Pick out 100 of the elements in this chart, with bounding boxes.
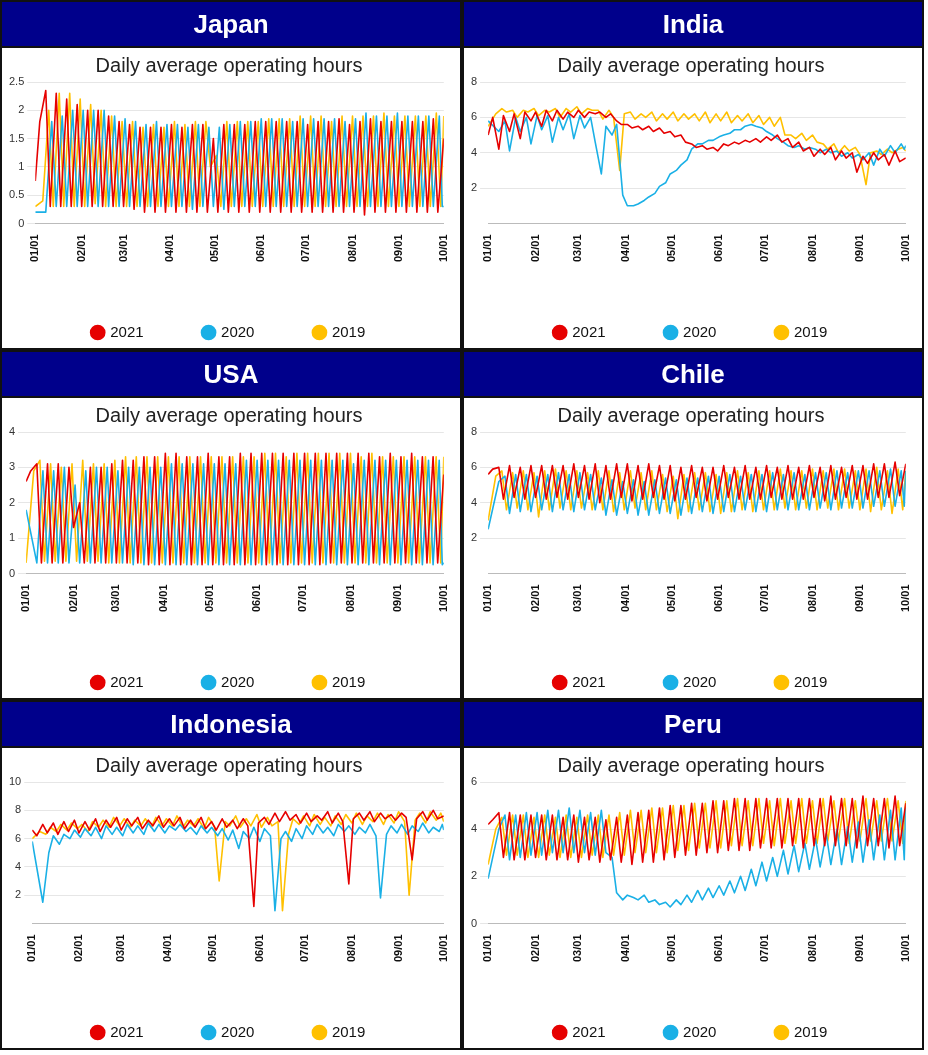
x-tick-label: 04/01	[618, 584, 631, 612]
x-tick-label: 06/01	[712, 934, 725, 962]
x-tick-label: 10/01	[898, 584, 911, 612]
x-tick-label: 05/01	[664, 934, 677, 962]
x-tick-label: 04/01	[160, 934, 173, 962]
legend-label: 2020	[221, 1022, 255, 1040]
x-tick-label: 09/01	[852, 584, 865, 612]
legend-label: 2021	[110, 322, 144, 340]
legend-label: 2020	[683, 322, 717, 340]
legend-label: 2019	[331, 322, 366, 340]
y-tick-label: 1.5	[8, 131, 25, 144]
x-tick-label: 02/01	[528, 934, 541, 962]
y-tick-label: 1	[8, 531, 16, 544]
x-tick-label: 04/01	[618, 934, 631, 962]
y-tick-label: 10	[8, 775, 22, 788]
legend-label: 2019	[793, 672, 828, 690]
legend-label: 2020	[221, 322, 255, 340]
legend-label: 2020	[221, 672, 255, 690]
y-tick-label: 6	[470, 460, 478, 473]
x-tick-label: 07/01	[758, 234, 771, 262]
x-tick-label: 06/01	[712, 234, 725, 262]
legend-label: 2021	[572, 322, 606, 340]
x-tick-label: 05/01	[207, 234, 220, 262]
x-tick-label: 05/01	[664, 584, 677, 612]
y-tick-label: 4	[8, 425, 16, 438]
x-tick-label: 01/01	[25, 934, 38, 962]
y-tick-label: 1	[18, 159, 25, 172]
x-tick-label: 07/01	[299, 234, 312, 262]
y-tick-label: 0	[8, 566, 16, 579]
legend-label: 2019	[331, 1022, 366, 1040]
x-tick-label: 04/01	[156, 584, 169, 612]
x-tick-label: 06/01	[252, 934, 265, 962]
y-tick-label: 4	[470, 822, 478, 835]
chart-title: USA	[2, 352, 460, 398]
y-tick-label: 3	[8, 460, 16, 473]
x-tick-label: 02/01	[528, 584, 541, 612]
x-tick-label: 04/01	[163, 234, 175, 262]
y-tick-label: 2	[470, 869, 478, 882]
x-tick-label: 07/01	[758, 584, 771, 612]
chart-title: Peru	[464, 702, 922, 748]
chart-subtitle: Daily average operating hours	[557, 753, 825, 776]
x-tick-label: 08/01	[344, 934, 357, 962]
x-tick-label: 08/01	[345, 234, 358, 262]
y-tick-label: 2	[470, 531, 478, 544]
chart-title: Japan	[2, 2, 460, 48]
legend-label: 2021	[110, 672, 144, 690]
y-tick-label: 2	[470, 181, 478, 194]
x-tick-label: 09/01	[391, 934, 404, 962]
x-tick-label: 08/01	[805, 934, 818, 962]
y-tick-label: 0.5	[8, 188, 25, 201]
x-tick-label: 01/01	[481, 234, 494, 262]
legend-label: 2021	[110, 1022, 144, 1040]
x-tick-label: 04/01	[618, 234, 631, 262]
y-tick-label: 2	[8, 495, 16, 508]
y-tick-label: 2	[18, 103, 25, 116]
x-tick-label: 02/01	[528, 234, 541, 262]
chart-title: India	[464, 2, 922, 48]
chart-subtitle: Daily average operating hours	[557, 403, 825, 426]
x-tick-label: 01/01	[481, 934, 494, 962]
y-tick-label: 6	[15, 831, 22, 844]
x-tick-label: 10/01	[898, 234, 911, 262]
y-tick-label: 2.5	[8, 75, 25, 88]
x-tick-label: 02/01	[72, 934, 84, 962]
chart-title: Chile	[464, 352, 922, 398]
chart-subtitle: Daily average operating hours	[95, 53, 363, 76]
y-tick-label: 4	[470, 145, 478, 158]
x-tick-label: 06/01	[254, 234, 267, 262]
x-tick-label: 09/01	[852, 934, 865, 962]
x-tick-label: 06/01	[250, 584, 263, 612]
legend-label: 2020	[683, 672, 717, 690]
x-tick-label: 08/01	[343, 584, 356, 612]
chart-title: Indonesia	[2, 702, 460, 748]
x-tick-label: 10/01	[436, 584, 449, 612]
y-tick-label: 6	[470, 110, 478, 123]
y-tick-label: 6	[470, 775, 478, 788]
x-tick-label: 08/01	[805, 234, 818, 262]
x-tick-label: 03/01	[571, 934, 584, 962]
x-tick-label: 10/01	[436, 234, 449, 262]
y-tick-label: 0	[18, 216, 25, 229]
x-tick-label: 08/01	[805, 584, 818, 612]
x-tick-label: 03/01	[109, 584, 122, 612]
legend-label: 2021	[572, 672, 606, 690]
x-tick-label: 05/01	[202, 584, 215, 612]
chart-subtitle: Daily average operating hours	[557, 53, 825, 76]
legend-label: 2021	[572, 1022, 606, 1040]
x-tick-label: 10/01	[898, 934, 911, 962]
y-tick-label: 4	[15, 859, 22, 872]
y-tick-label: 2	[15, 888, 22, 901]
x-tick-label: 01/01	[481, 584, 494, 612]
x-tick-label: 06/01	[712, 584, 725, 612]
y-tick-label: 0	[470, 916, 478, 929]
x-tick-label: 01/01	[28, 234, 41, 262]
x-tick-label: 03/01	[571, 234, 584, 262]
y-tick-label: 8	[470, 75, 478, 88]
x-tick-label: 03/01	[114, 934, 127, 962]
x-tick-label: 02/01	[66, 584, 79, 612]
x-tick-label: 07/01	[296, 584, 309, 612]
x-tick-label: 05/01	[664, 234, 677, 262]
x-tick-label: 09/01	[852, 234, 865, 262]
x-tick-label: 09/01	[391, 234, 404, 262]
